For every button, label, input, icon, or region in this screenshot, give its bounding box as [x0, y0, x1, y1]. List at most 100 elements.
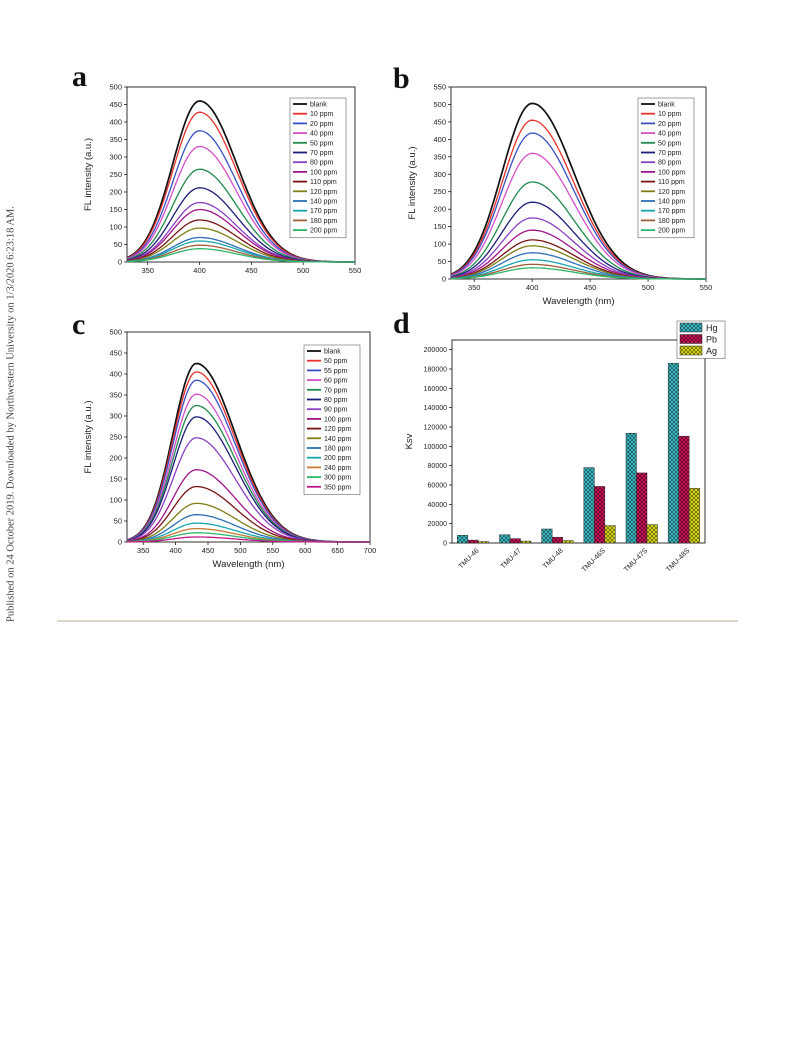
y-tick-label: 120000	[424, 425, 447, 432]
y-tick-label: 200	[109, 188, 122, 197]
plot-frame	[450, 86, 707, 280]
y-tick-label: 50	[114, 517, 122, 526]
plot-frame	[451, 339, 706, 544]
legend-box	[289, 97, 347, 239]
bar-hatch	[626, 433, 637, 543]
x-tick-label: 450	[202, 546, 215, 555]
x-tick-label: 650	[331, 546, 344, 555]
legend-label: 40 ppm	[658, 131, 682, 138]
y-tick-label: 250	[109, 170, 122, 179]
y-tick-label: 80000	[428, 463, 448, 470]
legend-label: 140 ppm	[658, 199, 685, 206]
y-axis-label: FL intensity (a.u.)	[83, 400, 94, 473]
y-tick-label: 400	[109, 370, 122, 379]
bar-hatch	[594, 486, 605, 543]
y-tick-label: 300	[109, 153, 122, 162]
bar-hatch	[647, 524, 658, 543]
x-tick-label: 450	[584, 283, 597, 292]
series-line	[451, 267, 706, 280]
legend-swatch-hatch	[680, 346, 702, 355]
y-tick-label: 150	[433, 222, 446, 231]
bar-hatch	[636, 472, 647, 543]
legend-label: 100 ppm	[310, 169, 337, 176]
y-tick-label: 500	[109, 83, 122, 92]
y-tick-label: 50	[114, 240, 122, 249]
legend-label: 140 ppm	[310, 199, 337, 206]
x-tick-label: 400	[169, 546, 182, 555]
bar-hatch	[510, 538, 521, 543]
legend-label: 20 ppm	[310, 121, 334, 128]
legend-label: blank	[658, 102, 675, 109]
legend-box	[637, 97, 695, 239]
legend-label: 70 ppm	[310, 150, 334, 157]
y-tick-label: 350	[433, 152, 446, 161]
x-tick-label: 350	[468, 283, 481, 292]
legend-label: 240 ppm	[324, 465, 351, 472]
x-tick-label: 500	[642, 283, 655, 292]
x-tick-label: 400	[526, 283, 539, 292]
legend-label: 80 ppm	[310, 160, 334, 167]
legend-label: 120 ppm	[310, 189, 337, 196]
legend-label: 10 ppm	[658, 111, 682, 118]
legend-label: 50 ppm	[658, 140, 682, 147]
x-tick-label: 550	[700, 283, 713, 292]
legend-label: 20 ppm	[658, 121, 682, 128]
legend-label: Pb	[706, 335, 717, 345]
y-tick-label: 550	[433, 83, 446, 92]
category-label: TMU-47S	[623, 547, 649, 573]
y-tick-label: 300	[109, 412, 122, 421]
legend-label: Hg	[706, 323, 718, 333]
bar-hatch	[457, 535, 468, 543]
legend-label: 180 ppm	[324, 446, 351, 453]
bar-hatch	[552, 537, 563, 543]
y-tick-label: 200	[109, 454, 122, 463]
y-tick-label: 100000	[424, 444, 447, 451]
y-tick-label: 60000	[428, 483, 448, 490]
panel-letter: b	[393, 62, 410, 95]
bar-hatch	[562, 540, 574, 543]
y-tick-label: 500	[433, 100, 446, 109]
legend-label: 70 ppm	[324, 387, 348, 394]
y-tick-label: 400	[109, 118, 122, 127]
bar-hatch	[520, 541, 531, 543]
legend-label: 200 ppm	[658, 228, 685, 235]
legend-label: 200 ppm	[310, 228, 337, 235]
y-tick-label: 100	[109, 223, 122, 232]
x-tick-label: 550	[267, 546, 280, 555]
legend-label: 50 ppm	[324, 358, 348, 365]
legend-swatch-hatch	[680, 334, 702, 344]
x-axis-label: Wavelength (nm)	[543, 296, 615, 307]
bar-hatch	[541, 528, 553, 543]
legend-label: 350 ppm	[324, 484, 351, 491]
y-tick-label: 160000	[424, 386, 447, 393]
legend-label: 100 ppm	[324, 416, 351, 423]
y-tick-label: 40000	[428, 502, 448, 509]
panel-letter: c	[72, 308, 85, 341]
y-tick-label: 50	[438, 257, 446, 266]
y-axis-label: FL intensity (a.u.)	[407, 146, 418, 219]
y-tick-label: 0	[442, 275, 446, 284]
panel-c: c 0 50 100 150 200 250 300 350 400 450 500 FL intens…	[72, 308, 376, 570]
legend-label: blank	[310, 102, 327, 109]
x-tick-label: 400	[193, 266, 206, 275]
x-tick-label: 550	[349, 266, 362, 275]
bar-hatch	[467, 540, 479, 543]
category-label: TMU-46	[458, 547, 481, 570]
series-line	[127, 536, 370, 543]
x-tick-label: 600	[299, 546, 312, 555]
legend-label: 70 ppm	[658, 150, 682, 157]
legend-label: 170 ppm	[310, 208, 337, 215]
legend-label: 110 ppm	[310, 179, 337, 186]
y-tick-label: 140000	[424, 405, 447, 412]
y-tick-label: 450	[109, 349, 122, 358]
y-tick-label: 300	[433, 170, 446, 179]
legend-label: 10 ppm	[310, 111, 334, 118]
legend-label: 80 ppm	[658, 160, 682, 167]
y-tick-label: 500	[109, 328, 122, 337]
y-tick-label: 400	[433, 135, 446, 144]
y-tick-label: 20000	[428, 521, 448, 528]
legend-label: 180 ppm	[310, 218, 337, 225]
x-tick-label: 350	[141, 266, 154, 275]
legend-label: 100 ppm	[658, 169, 685, 176]
